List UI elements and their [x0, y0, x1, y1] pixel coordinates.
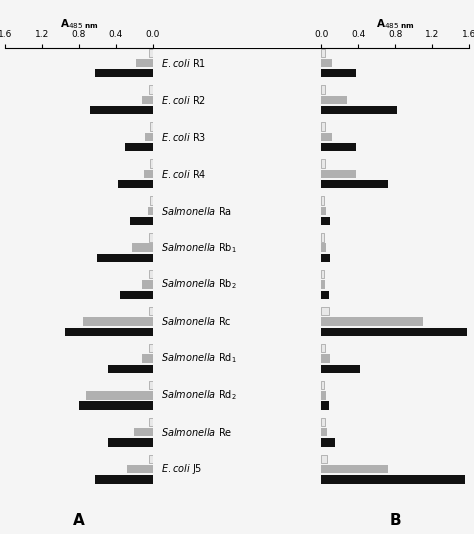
- Bar: [321, 391, 326, 399]
- Bar: [321, 159, 325, 168]
- Text: $\it{Salmonella}$ Re: $\it{Salmonella}$ Re: [161, 426, 233, 438]
- Bar: [321, 354, 330, 363]
- Bar: [132, 244, 153, 252]
- Bar: [149, 233, 153, 241]
- Text: $\it{Salmonella}$ Rb$_2$: $\it{Salmonella}$ Rb$_2$: [161, 278, 237, 292]
- Bar: [118, 180, 153, 188]
- Bar: [120, 290, 153, 299]
- Text: $\it{Salmonella}$ Rc: $\it{Salmonella}$ Rc: [161, 316, 232, 327]
- Bar: [321, 290, 328, 299]
- Bar: [321, 59, 332, 67]
- Bar: [321, 106, 397, 114]
- Bar: [321, 85, 325, 94]
- Bar: [321, 217, 330, 225]
- Bar: [321, 465, 388, 473]
- Bar: [146, 132, 153, 141]
- Text: $\it{Salmonella}$ Rb$_1$: $\it{Salmonella}$ Rb$_1$: [161, 241, 237, 255]
- Text: $\it{E. coli}$ R2: $\it{E. coli}$ R2: [161, 94, 206, 106]
- Text: $\it{Salmonella}$ Ra: $\it{Salmonella}$ Ra: [161, 205, 232, 217]
- Bar: [321, 233, 324, 241]
- Bar: [321, 180, 388, 188]
- Bar: [321, 49, 325, 57]
- Bar: [125, 143, 153, 151]
- Bar: [321, 207, 326, 215]
- Bar: [149, 381, 153, 389]
- Bar: [321, 418, 325, 426]
- Bar: [149, 455, 153, 463]
- Bar: [144, 170, 153, 178]
- X-axis label: $\mathbf{A}$$_{485\ \mathbf{nm}}$: $\mathbf{A}$$_{485\ \mathbf{nm}}$: [60, 17, 98, 31]
- Bar: [149, 85, 153, 94]
- Text: $\it{E. coli}$ J5: $\it{E. coli}$ J5: [161, 462, 202, 476]
- Bar: [134, 428, 153, 436]
- Bar: [148, 207, 153, 215]
- Bar: [321, 132, 332, 141]
- Bar: [149, 49, 153, 57]
- Bar: [321, 365, 360, 373]
- Bar: [150, 159, 153, 168]
- Bar: [86, 391, 153, 399]
- Bar: [321, 317, 423, 326]
- Text: $\it{Salmonella}$ Rd$_2$: $\it{Salmonella}$ Rd$_2$: [161, 388, 237, 402]
- Bar: [130, 217, 153, 225]
- Bar: [150, 122, 153, 131]
- Bar: [83, 317, 153, 326]
- Bar: [321, 69, 356, 77]
- Bar: [321, 280, 325, 289]
- Text: $\it{E. coli}$ R1: $\it{E. coli}$ R1: [161, 57, 206, 69]
- Text: $\it{E. coli}$ R3: $\it{E. coli}$ R3: [161, 131, 206, 143]
- Bar: [150, 197, 153, 205]
- X-axis label: $\mathbf{A}$$_{485\ \mathbf{nm}}$: $\mathbf{A}$$_{485\ \mathbf{nm}}$: [376, 17, 414, 31]
- Bar: [321, 307, 328, 316]
- Bar: [321, 122, 325, 131]
- Bar: [127, 465, 153, 473]
- Bar: [79, 402, 153, 410]
- Bar: [109, 438, 153, 447]
- Bar: [321, 438, 335, 447]
- Bar: [321, 402, 328, 410]
- Bar: [321, 270, 324, 278]
- Bar: [321, 428, 327, 436]
- Bar: [321, 170, 356, 178]
- Bar: [149, 270, 153, 278]
- Bar: [149, 418, 153, 426]
- Bar: [95, 475, 153, 484]
- Bar: [321, 327, 467, 336]
- Text: $\it{Salmonella}$ Rd$_1$: $\it{Salmonella}$ Rd$_1$: [161, 351, 237, 365]
- Bar: [321, 244, 326, 252]
- Bar: [65, 327, 153, 336]
- Bar: [142, 96, 153, 104]
- Bar: [321, 344, 325, 352]
- Bar: [321, 254, 330, 262]
- Bar: [321, 143, 356, 151]
- Bar: [149, 307, 153, 316]
- Bar: [321, 475, 465, 484]
- Bar: [142, 354, 153, 363]
- Bar: [321, 455, 327, 463]
- Bar: [136, 59, 153, 67]
- Bar: [97, 254, 153, 262]
- Text: $\it{E. coli}$ R4: $\it{E. coli}$ R4: [161, 168, 207, 180]
- Bar: [142, 280, 153, 289]
- Bar: [149, 344, 153, 352]
- Bar: [90, 106, 153, 114]
- Bar: [321, 381, 324, 389]
- Bar: [321, 96, 347, 104]
- Text: B: B: [390, 514, 401, 529]
- Bar: [109, 365, 153, 373]
- Bar: [321, 197, 324, 205]
- Text: A: A: [73, 514, 85, 529]
- Bar: [95, 69, 153, 77]
